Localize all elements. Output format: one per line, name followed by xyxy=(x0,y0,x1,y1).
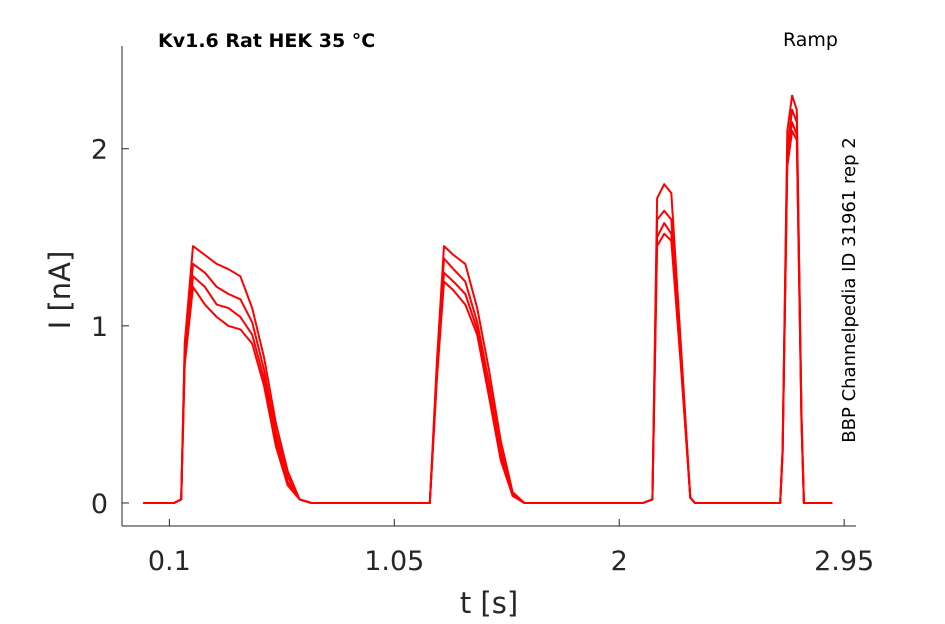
current-trace-2 xyxy=(143,108,833,504)
protocol-label: Ramp xyxy=(783,29,838,51)
current-trace-4 xyxy=(143,130,833,504)
channelpedia-id-label: BBP Channelpedia ID 31961 rep 2 xyxy=(839,137,860,442)
x-tick-label: 2.95 xyxy=(814,546,874,577)
current-trace-1 xyxy=(143,94,833,504)
x-ticks-group: 0.1 1.05 2 2.95 xyxy=(148,519,874,577)
y-tick-label: 2 xyxy=(91,135,108,166)
traces-group xyxy=(143,94,833,504)
y-tick-label: 0 xyxy=(91,489,108,520)
chart-title: Kv1.6 Rat HEK 35 °C xyxy=(158,30,375,52)
y-axis-title: I [nA] xyxy=(43,251,77,330)
y-ticks-group: 0 1 2 xyxy=(91,135,129,520)
x-axis-title: t [s] xyxy=(460,586,518,620)
x-tick-label: 2 xyxy=(611,546,628,577)
y-tick-label: 1 xyxy=(91,312,108,343)
x-tick-label: 0.1 xyxy=(148,546,191,577)
x-tick-label: 1.05 xyxy=(364,546,424,577)
